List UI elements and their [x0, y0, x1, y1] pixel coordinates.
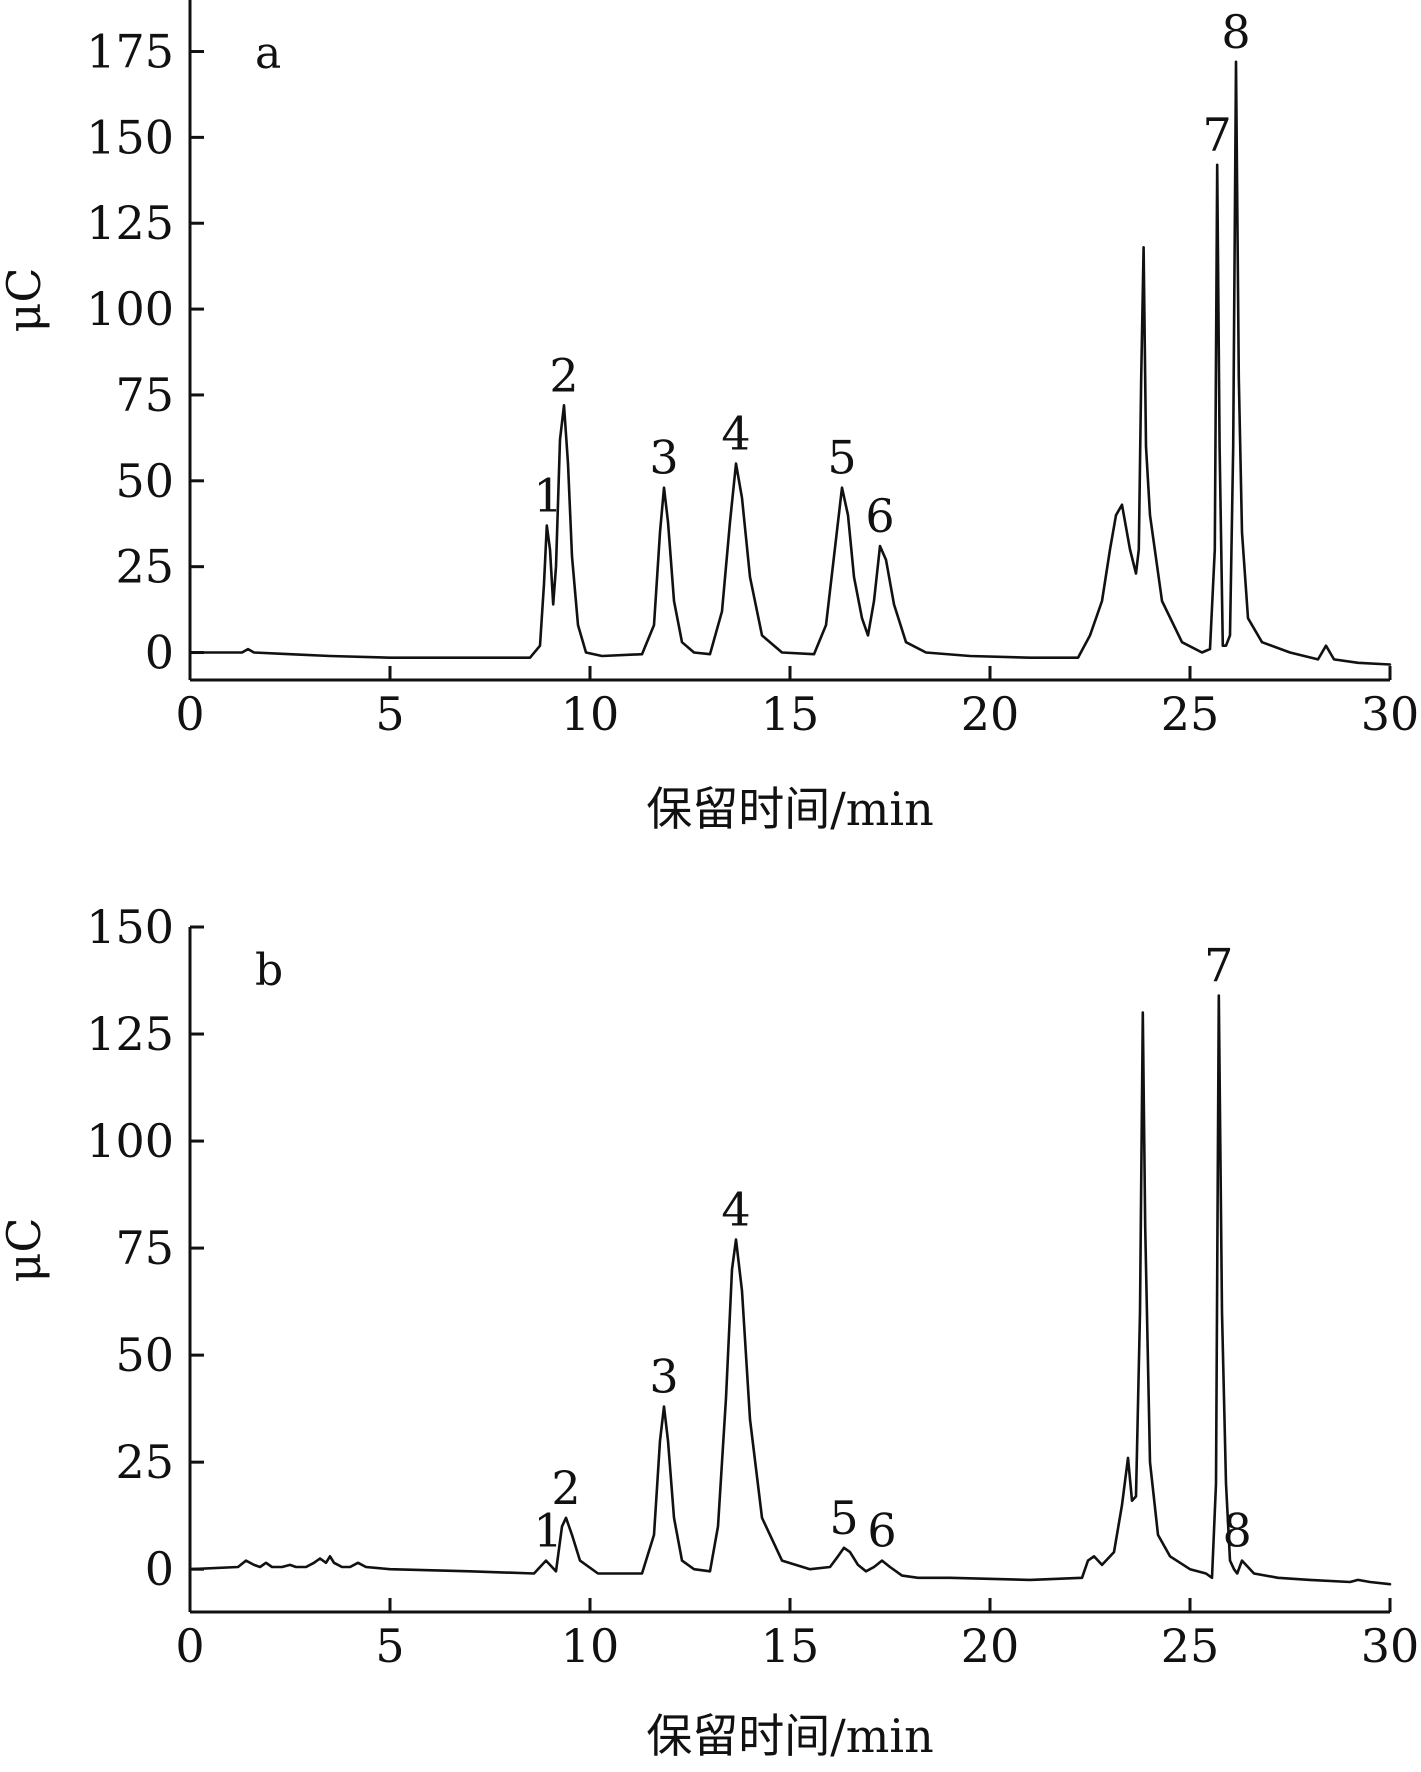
panel-label: a — [255, 28, 281, 79]
y-tick-label: 150 — [86, 900, 174, 954]
y-tick-label: 50 — [115, 454, 174, 508]
y-tick-label: 100 — [86, 282, 174, 336]
x-tick-label: 5 — [375, 687, 404, 741]
x-tick-label: 30 — [1361, 687, 1420, 741]
peak-label-5: 5 — [829, 1491, 858, 1545]
x-tick-label: 20 — [961, 687, 1020, 741]
x-tick-label: 15 — [761, 687, 820, 741]
peak-label-8: 8 — [1223, 1504, 1252, 1558]
y-tick-label: 0 — [145, 1542, 174, 1596]
peak-label-8: 8 — [1221, 5, 1250, 59]
peak-label-7: 7 — [1203, 108, 1232, 162]
y-axis-title: μC — [0, 267, 51, 332]
x-tick-label: 0 — [175, 1619, 204, 1673]
y-tick-label: 75 — [115, 368, 174, 422]
x-axis-title: 保留时间/min — [646, 782, 933, 836]
peak-label-3: 3 — [649, 431, 678, 485]
y-tick-label: 25 — [115, 540, 174, 594]
y-tick-label: 75 — [115, 1221, 174, 1275]
peak-label-3: 3 — [649, 1350, 678, 1404]
peak-label-4: 4 — [721, 1183, 750, 1237]
peak-label-1: 1 — [533, 1504, 562, 1558]
x-tick-label: 10 — [561, 1619, 620, 1673]
x-tick-label: 20 — [961, 1619, 1020, 1673]
chromatogram-trace — [188, 60, 1392, 666]
x-tick-label: 0 — [175, 687, 204, 741]
chromatogram-trace — [188, 994, 1392, 1586]
peak-label-6: 6 — [867, 1504, 896, 1558]
peak-label-5: 5 — [827, 431, 856, 485]
peak-label-7: 7 — [1204, 939, 1233, 993]
chart-panel-a: 0 5 10 15 20 25 300255075100125150175保留时间/minμ… — [0, 0, 1419, 836]
peak-label-2: 2 — [551, 1461, 580, 1515]
y-tick-label: 175 — [86, 25, 174, 79]
x-tick-label: 30 — [1361, 1619, 1420, 1673]
chart-panel-b: 0 5 10 15 20 25 300255075100125150保留时间/minμCb1… — [0, 900, 1419, 1763]
x-tick-label: 10 — [561, 687, 620, 741]
peak-label-4: 4 — [721, 407, 750, 461]
x-axis-title: 保留时间/min — [646, 1709, 933, 1763]
y-tick-label: 125 — [86, 196, 174, 250]
y-tick-label: 25 — [115, 1435, 174, 1489]
y-axis-title: μC — [0, 1217, 51, 1282]
y-tick-label: 100 — [86, 1114, 174, 1168]
y-tick-label: 150 — [86, 110, 174, 164]
x-tick-label: 15 — [761, 1619, 820, 1673]
peak-label-1: 1 — [533, 468, 562, 522]
peak-label-2: 2 — [549, 348, 578, 402]
peak-label-6: 6 — [865, 489, 894, 543]
y-tick-label: 0 — [145, 626, 174, 680]
x-tick-label: 25 — [1161, 1619, 1220, 1673]
x-tick-label: 5 — [375, 1619, 404, 1673]
y-tick-label: 50 — [115, 1328, 174, 1382]
x-tick-label: 25 — [1161, 687, 1220, 741]
panel-label: b — [255, 945, 283, 996]
y-tick-label: 125 — [86, 1007, 174, 1061]
